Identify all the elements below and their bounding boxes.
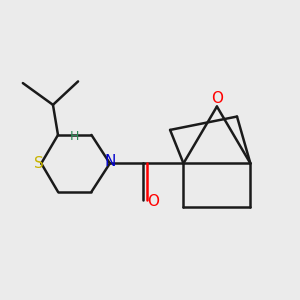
- Text: O: O: [147, 194, 159, 209]
- Text: N: N: [104, 154, 116, 169]
- Text: H: H: [70, 130, 80, 143]
- Text: S: S: [34, 156, 44, 171]
- Text: O: O: [211, 91, 223, 106]
